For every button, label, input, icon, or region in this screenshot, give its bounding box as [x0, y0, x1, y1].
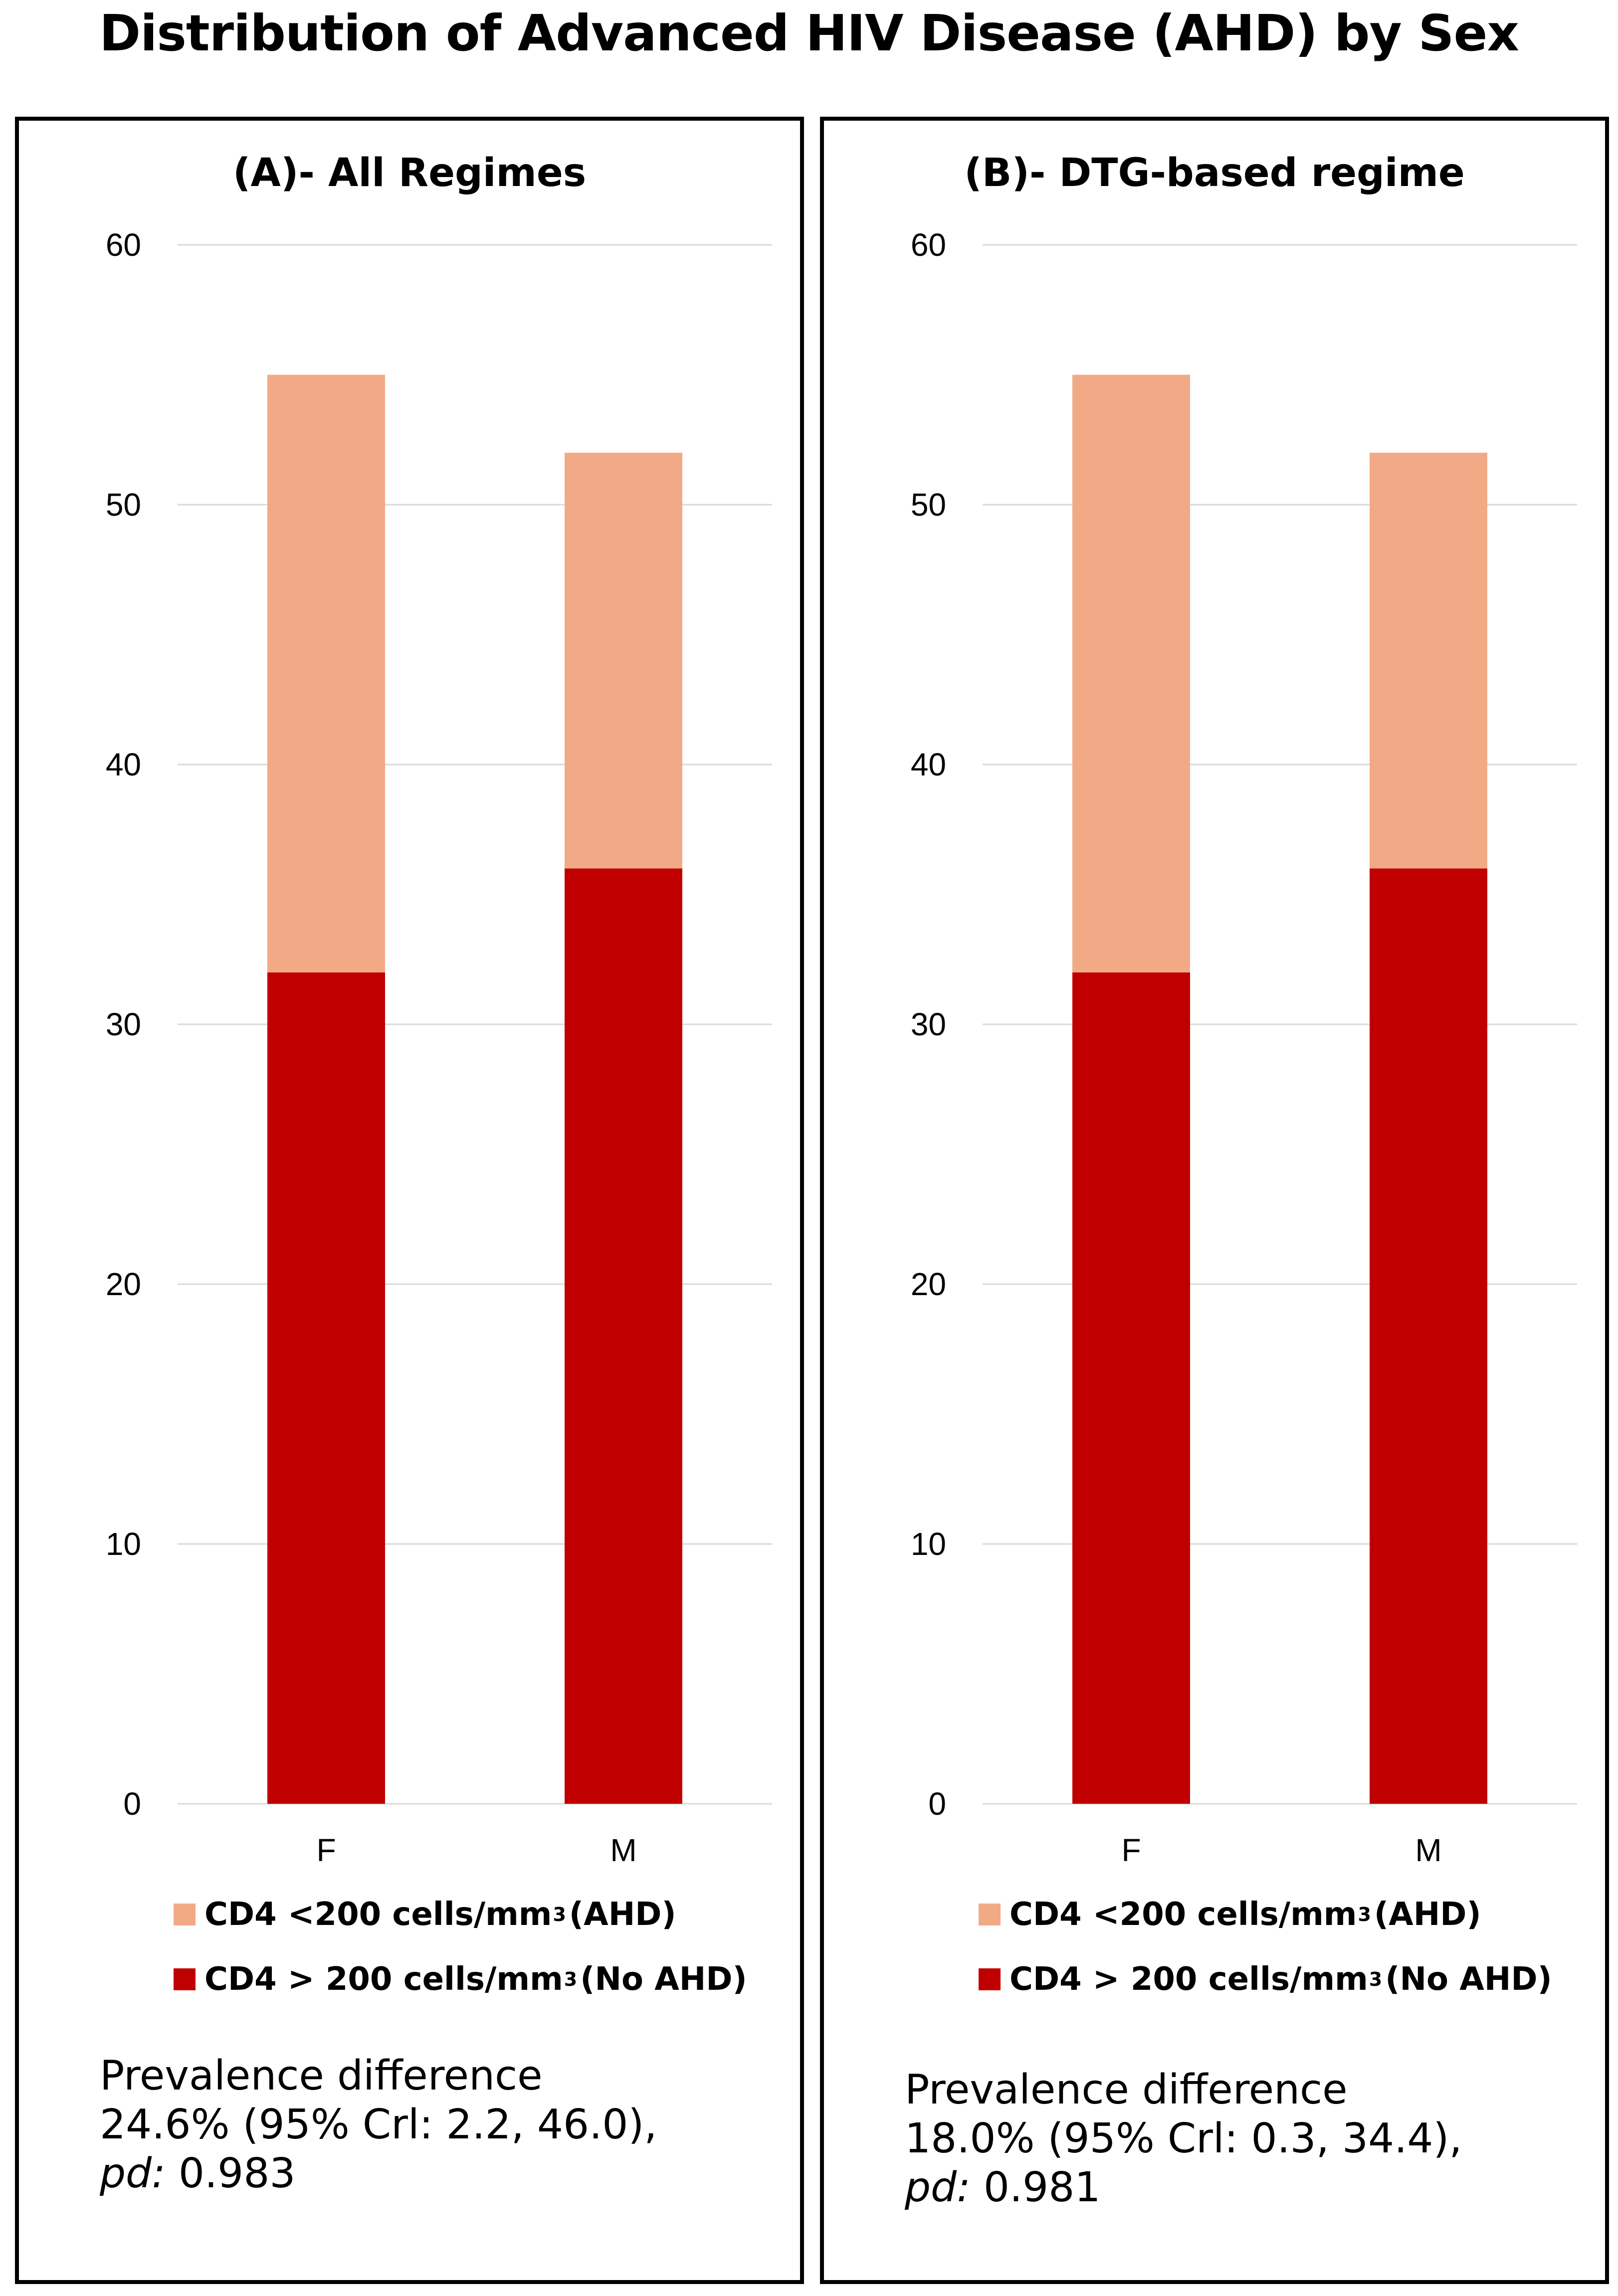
legend-item-no-ahd: CD4 > 200 cells/mm 3 (No AHD)	[174, 1961, 747, 1998]
legend-swatch-no-ahd	[979, 1968, 1001, 1990]
panel-a-chart: 0 10 20 30 40 50 60 F M	[106, 227, 772, 1868]
y-tick-label: 10	[911, 1526, 946, 1562]
bar-segment	[267, 375, 385, 972]
bar-segment	[267, 972, 385, 1804]
pd-line: pd: 0.983	[100, 2149, 657, 2198]
legend-swatch-ahd	[979, 1904, 1001, 1925]
x-tick-label: F	[1121, 1832, 1141, 1868]
pd-value: 0.981	[983, 2164, 1101, 2211]
bar-segment	[1072, 972, 1190, 1804]
panel-a-annotation: Prevalence difference 24.6% (95% Crl: 2.…	[100, 2052, 657, 2198]
pd-label: pd:	[905, 2164, 971, 2211]
bar-segment	[565, 452, 682, 869]
y-tick-label: 40	[106, 747, 141, 782]
legend-swatch-ahd	[174, 1904, 196, 1925]
panel-b: (B)- DTG-based regime 0 10 20 30 40 50 60 F M CD…	[820, 117, 1609, 2284]
legend-label-no-ahd: CD4 > 200 cells/mm	[204, 1961, 563, 1998]
y-tick-label: 20	[911, 1266, 946, 1302]
y-tick-label: 0	[928, 1786, 946, 1822]
legend-suffix-no-ahd: (No AHD)	[580, 1961, 747, 1998]
y-tick-label: 50	[106, 487, 141, 523]
pd-value: 0.983	[178, 2150, 296, 2197]
y-tick-label: 60	[106, 227, 141, 263]
y-tick-label: 40	[911, 747, 946, 782]
x-tick-label: F	[316, 1832, 336, 1868]
figure-title: Distribution of Advanced HIV Disease (AH…	[99, 4, 1519, 62]
bar-segment	[1370, 452, 1487, 869]
prevalence-label: Prevalence difference	[905, 2066, 1348, 2113]
y-tick-label: 10	[106, 1526, 141, 1562]
legend-item-no-ahd: CD4 > 200 cells/mm 3 (No AHD)	[979, 1961, 1552, 1998]
legend-sup-no-ahd: 3	[564, 1968, 578, 1990]
y-tick-label: 60	[911, 227, 946, 263]
panel-a-title: (A)- All Regimes	[232, 151, 587, 195]
legend-suffix-no-ahd: (No AHD)	[1385, 1961, 1552, 1998]
legend-sup-ahd: 3	[553, 1904, 566, 1925]
pd-line: pd: 0.981	[905, 2163, 1462, 2212]
x-tick-label: M	[610, 1832, 636, 1868]
legend-suffix-ahd: (AHD)	[569, 1896, 676, 1933]
legend-item-ahd: CD4 <200 cells/mm 3 (AHD)	[174, 1896, 676, 1933]
legend-item-ahd: CD4 <200 cells/mm 3 (AHD)	[979, 1896, 1481, 1933]
pd-label: pd:	[100, 2150, 166, 2197]
bar-segment	[565, 868, 682, 1804]
legend-label-ahd: CD4 <200 cells/mm	[204, 1896, 552, 1933]
bar-segment	[1370, 868, 1487, 1804]
legend-suffix-ahd: (AHD)	[1374, 1896, 1481, 1933]
legend-swatch-no-ahd	[174, 1968, 196, 1990]
y-tick-label: 0	[123, 1786, 141, 1822]
panel-b-annotation: Prevalence difference 18.0% (95% Crl: 0.…	[905, 2066, 1462, 2212]
panel-b-chart: 0 10 20 30 40 50 60 F M	[911, 227, 1577, 1868]
y-tick-label: 20	[106, 1266, 141, 1302]
bar-segment	[1072, 375, 1190, 972]
legend-label-ahd: CD4 <200 cells/mm	[1010, 1896, 1357, 1933]
y-tick-label: 30	[106, 1006, 141, 1042]
prevalence-value: 18.0% (95% Crl: 0.3, 34.4),	[905, 2115, 1462, 2162]
panel-b-title: (B)- DTG-based regime	[964, 151, 1465, 195]
y-tick-label: 30	[911, 1006, 946, 1042]
legend-sup-ahd: 3	[1358, 1904, 1371, 1925]
prevalence-value: 24.6% (95% Crl: 2.2, 46.0),	[100, 2101, 657, 2148]
panel-a: (A)- All Regimes 0 10 20 30 40 50 60 F M CD4 <20…	[15, 117, 804, 2284]
x-tick-label: M	[1415, 1832, 1441, 1868]
prevalence-label: Prevalence difference	[100, 2052, 543, 2100]
legend-sup-no-ahd: 3	[1369, 1968, 1383, 1990]
legend-label-no-ahd: CD4 > 200 cells/mm	[1010, 1961, 1368, 1998]
y-tick-label: 50	[911, 487, 946, 523]
